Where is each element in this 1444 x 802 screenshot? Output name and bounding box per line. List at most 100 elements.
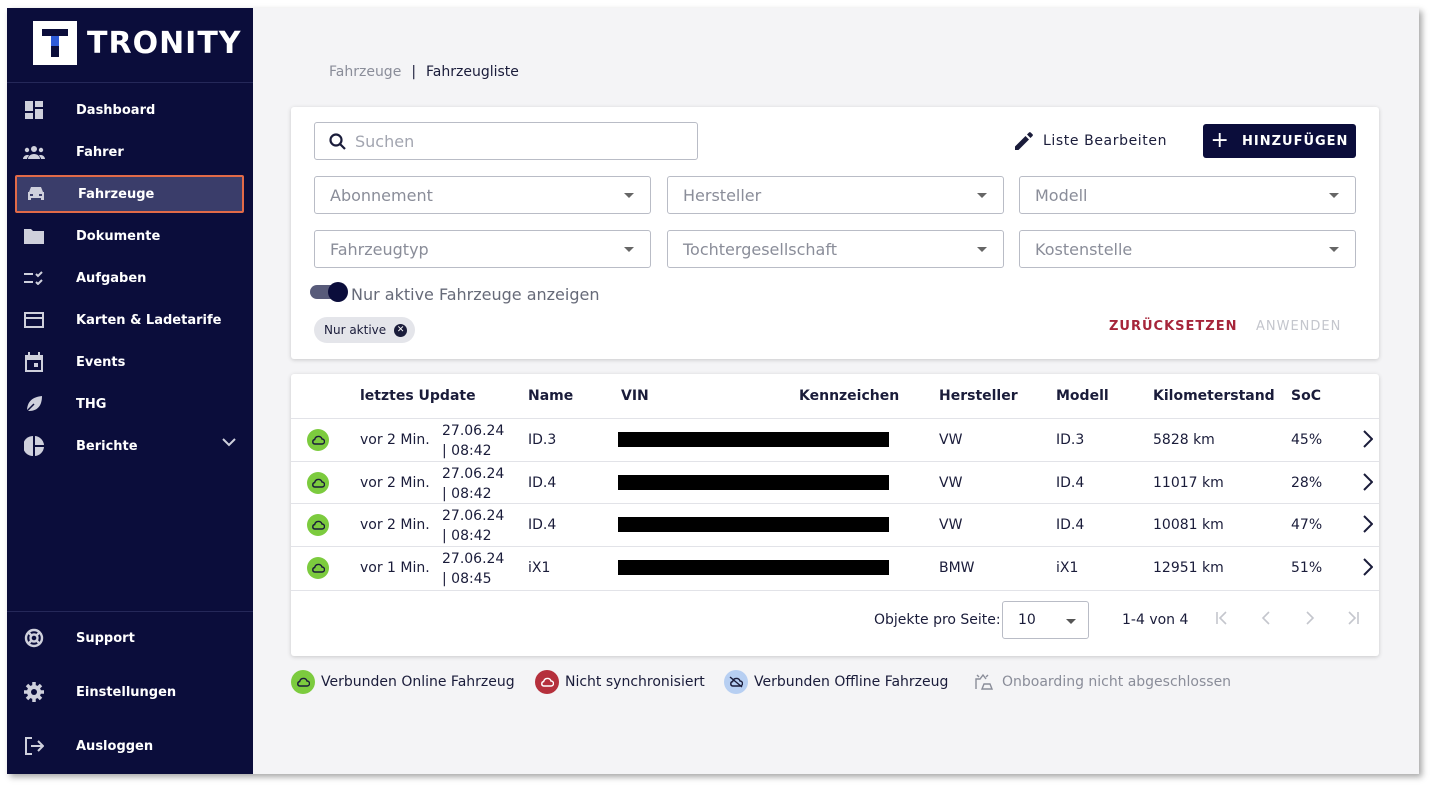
next-page-icon[interactable] <box>1305 610 1315 629</box>
vin-redacted <box>618 560 889 575</box>
breadcrumb-parent[interactable]: Fahrzeuge <box>329 64 402 80</box>
column-header[interactable]: Hersteller <box>939 388 1018 404</box>
caret-down-icon <box>1329 247 1339 252</box>
search-field[interactable] <box>314 122 698 160</box>
apply-button[interactable]: ANWENDEN <box>1256 319 1342 334</box>
cell-maker: BMW <box>939 560 975 576</box>
sidebar-item-label: Fahrzeuge <box>78 186 155 202</box>
sidebar-item-karten[interactable]: Karten & Ladetarife <box>15 301 244 339</box>
chevron-right-icon[interactable] <box>1363 473 1374 495</box>
sidebar-divider <box>7 611 253 612</box>
sidebar-item-thg[interactable]: THG <box>15 385 244 423</box>
caret-down-icon <box>977 247 987 252</box>
cell-date: 27.06.24 <box>442 508 505 524</box>
column-header[interactable]: letztes Update <box>360 388 476 404</box>
folder-icon <box>23 225 45 247</box>
active-only-label: Nur aktive Fahrzeuge anzeigen <box>351 285 600 304</box>
people-icon <box>23 141 45 163</box>
sidebar-item-label: Fahrer <box>76 144 124 160</box>
first-page-icon[interactable] <box>1215 610 1229 629</box>
sidebar-item-support[interactable]: Support <box>15 619 244 657</box>
column-header[interactable]: Kennzeichen <box>799 388 900 404</box>
breadcrumb-current: Fahrzeugliste <box>426 64 519 80</box>
sidebar-item-dashboard[interactable]: Dashboard <box>15 91 244 129</box>
column-header[interactable]: Modell <box>1056 388 1109 404</box>
chevron-right-icon[interactable] <box>1363 515 1374 537</box>
select-modell[interactable]: Modell <box>1019 176 1356 214</box>
chevron-down-icon[interactable] <box>222 436 236 451</box>
reset-button[interactable]: ZURÜCKSETZEN <box>1109 319 1238 334</box>
last-page-icon[interactable] <box>1346 610 1360 629</box>
cell-maker: VW <box>939 432 963 448</box>
table-row[interactable]: vor 2 Min. ID.4 VW ID.4 10081 km 47% 27.06.24 |… <box>291 503 1379 545</box>
select-abonnement[interactable]: Abonnement <box>314 176 651 214</box>
per-page-select[interactable]: 10 <box>1002 601 1089 639</box>
prev-page-icon[interactable] <box>1261 610 1271 629</box>
cloud-online-icon <box>307 557 329 579</box>
legend-not-synced: Nicht synchronisiert <box>535 670 705 694</box>
sidebar-item-events[interactable]: Events <box>15 343 244 381</box>
cell-datetime: 27.06.24 | 08:42 <box>442 464 504 504</box>
column-header[interactable]: VIN <box>621 388 649 404</box>
onboarding-icon <box>972 670 996 694</box>
page-range: 1-4 von 4 <box>1122 612 1189 628</box>
cell-model: ID.4 <box>1056 475 1085 491</box>
add-button[interactable]: + HINZUFÜGEN <box>1203 124 1356 158</box>
car-icon <box>25 183 47 205</box>
edit-list-button[interactable]: Liste Bearbeiten <box>1015 132 1167 150</box>
column-header[interactable]: SoC <box>1291 388 1321 404</box>
cell-date: 27.06.24 <box>442 551 505 567</box>
sidebar-item-label: Events <box>76 354 126 370</box>
cloud-online-icon <box>307 472 329 494</box>
select-label: Hersteller <box>683 185 762 205</box>
select-label: Fahrzeugtyp <box>330 239 429 259</box>
vin-redacted <box>618 517 889 532</box>
pencil-icon <box>1015 132 1033 150</box>
sidebar-item-aufgaben[interactable]: Aufgaben <box>15 259 244 297</box>
vehicle-table: letztes Update Name VIN Kennzeichen Hers… <box>291 374 1379 656</box>
sidebar-item-label: Dashboard <box>76 102 156 118</box>
cell-maker: VW <box>939 475 963 491</box>
chevron-right-icon[interactable] <box>1363 558 1374 580</box>
caret-down-icon <box>1066 619 1076 624</box>
search-input[interactable] <box>355 131 675 151</box>
legend-label: Verbunden Online Fahrzeug <box>321 674 515 690</box>
sidebar-item-berichte[interactable]: Berichte <box>15 427 244 465</box>
filter-panel: Liste Bearbeiten + HINZUFÜGEN Abonnement… <box>291 107 1379 359</box>
table-row[interactable]: vor 2 Min. ID.4 VW ID.4 11017 km 28% 27.06.24 |… <box>291 461 1379 503</box>
select-fahrzeugtyp[interactable]: Fahrzeugtyp <box>314 230 651 268</box>
breadcrumb-separator: | <box>411 64 417 80</box>
table-row[interactable]: vor 2 Min. ID.3 VW ID.3 5828 km 45% 27.06.24 | … <box>291 418 1379 460</box>
cell-maker: VW <box>939 517 963 533</box>
table-row[interactable]: vor 1 Min. iX1 BMW iX1 12951 km 51% 27.06.24 | … <box>291 546 1379 588</box>
close-icon[interactable]: ✕ <box>394 323 408 337</box>
cell-ago: vor 2 Min. <box>360 432 430 448</box>
cell-datetime: 27.06.24 | 08:42 <box>442 506 504 546</box>
select-tochtergesellschaft[interactable]: Tochtergesellschaft <box>667 230 1004 268</box>
cell-name: ID.4 <box>528 517 557 533</box>
sidebar-item-dokumente[interactable]: Dokumente <box>15 217 244 255</box>
support-icon <box>23 627 45 649</box>
sidebar-item-ausloggen[interactable]: Ausloggen <box>15 727 244 765</box>
add-button-label: HINZUFÜGEN <box>1241 133 1349 149</box>
legend-onboarding: Onboarding nicht abgeschlossen <box>972 670 1231 694</box>
cell-date: 27.06.24 <box>442 466 505 482</box>
sidebar-item-fahrer[interactable]: Fahrer <box>15 133 244 171</box>
select-kostenstelle[interactable]: Kostenstelle <box>1019 230 1356 268</box>
logo-text: TRONITY <box>87 25 242 61</box>
gear-icon <box>23 681 45 703</box>
sidebar-item-fahrzeuge[interactable]: Fahrzeuge <box>15 175 244 213</box>
active-only-toggle[interactable] <box>310 282 348 302</box>
chevron-right-icon[interactable] <box>1363 430 1374 452</box>
sidebar-item-label: Dokumente <box>76 228 161 244</box>
column-header[interactable]: Kilometerstand <box>1153 388 1275 404</box>
card-icon <box>23 309 45 331</box>
cell-ago: vor 2 Min. <box>360 517 430 533</box>
logo[interactable]: T TRONITY <box>33 20 242 66</box>
legend-label: Onboarding nicht abgeschlossen <box>1002 674 1232 690</box>
sidebar-item-einstellungen[interactable]: Einstellungen <box>15 673 244 711</box>
per-page-label: Objekte pro Seite: <box>874 612 1001 628</box>
select-hersteller[interactable]: Hersteller <box>667 176 1004 214</box>
select-label: Modell <box>1035 185 1088 205</box>
column-header[interactable]: Name <box>528 388 574 404</box>
